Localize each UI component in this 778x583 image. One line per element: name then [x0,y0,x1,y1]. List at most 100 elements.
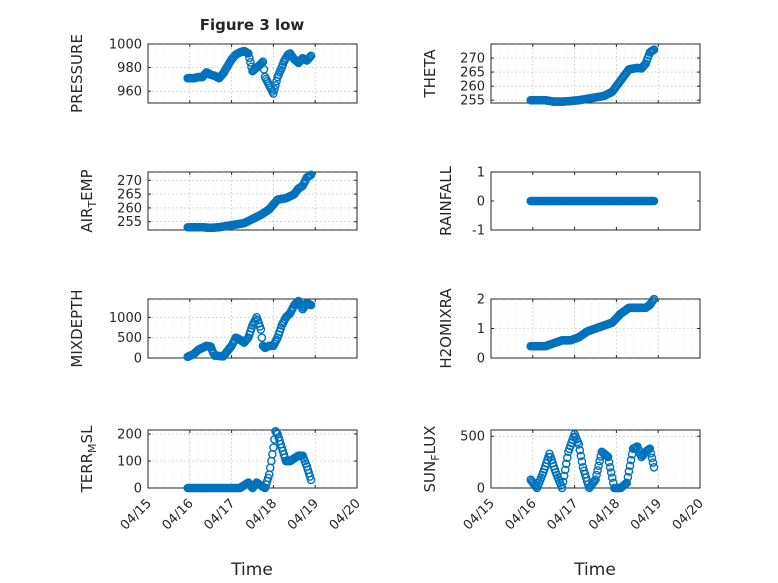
x-tick-label: 04/15 [118,496,155,533]
x-axis-label-left: Time [230,560,273,580]
y-tick-label: 0 [134,352,142,367]
y-tick-label: 265 [460,66,485,81]
y-tick-label: 265 [117,188,142,203]
subplot-6: 0 1 2 H2OMIXRA [437,288,701,369]
y-axis-label: THETA [421,49,439,99]
data-point [244,49,253,58]
figure-title: Figure 3 low [200,16,305,34]
y-axis-label-subscript: T [86,201,99,209]
x-tick-label: 04/20 [670,496,707,533]
y-axis-label: H2OMIXRA [437,288,455,369]
data-point [306,300,316,310]
data-point [623,472,633,482]
data-point [245,53,254,63]
y-tick-label: 0 [477,195,485,210]
data-point [575,445,585,455]
y-tick-label: 500 [117,331,142,346]
y-axis-label: SUNFLUX [421,426,442,493]
data-point [242,334,252,344]
x-tick-label: 04/18 [586,496,623,533]
y-axis-label: RAINFALL [437,165,455,236]
data-point [649,45,659,54]
data-point [622,478,632,488]
y-tick-label: 200 [117,428,142,443]
data-point [561,459,571,469]
data-point [292,298,301,308]
y-tick-label: 1 [477,322,485,337]
y-axis-label-subscript: F [429,454,442,460]
data-point [594,461,603,471]
y-axis-label-main: TERR [78,453,96,494]
data-point [592,470,601,480]
x-tick-label: 04/20 [327,496,364,533]
data-point [604,457,614,467]
x-tick-label: 04/18 [243,496,280,533]
y-axis-label-rest: LUX [421,426,439,455]
x-tick-label: 04/15 [461,496,498,533]
data-point [272,428,281,437]
y-tick-label: 1000 [109,38,142,53]
x-axis-label-right: Time [573,560,616,580]
data-point [560,465,570,475]
marker-series [526,294,659,351]
y-tick-label: 260 [460,80,485,95]
marker-series [526,429,659,493]
marker-series [183,46,316,98]
y-tick-label: 260 [117,201,142,216]
x-tick-label: 04/19 [285,496,322,533]
plot-area [490,43,701,104]
y-tick-label: 270 [460,52,485,67]
data-point [562,453,572,463]
y-axis-label: AIRTEMP [78,169,99,232]
data-point [625,461,635,471]
data-point [304,53,314,63]
data-point [257,333,267,342]
y-tick-label: 980 [117,61,142,76]
data-point [649,462,659,472]
y-tick-label: -1 [472,224,485,239]
subplot-8: 04/15 04/16 04/17 04/18 04/19 04/20 0 500 SUNFLU… [421,426,707,534]
data-point [645,444,655,453]
y-axis-label: TERRMSL [78,425,99,494]
y-axis-label-main: AIR [78,208,96,233]
data-point [591,475,600,485]
data-point [605,462,615,472]
data-point [574,440,584,449]
data-point [306,51,316,61]
data-point [558,477,568,487]
data-point [576,451,586,461]
data-point [246,57,255,67]
y-axis-label-main: SUN [421,461,439,493]
plot-area [147,429,358,489]
y-tick-label: 1 [477,166,485,181]
marker-series [183,296,316,362]
x-tick-label: 04/16 [503,496,540,533]
marker-series [526,196,659,206]
marker-series [526,45,659,106]
data-point [256,325,266,334]
data-point [270,85,279,94]
data-point [647,453,657,463]
data-point [593,466,602,475]
marker-series [183,170,316,233]
data-point [626,455,636,465]
data-point [601,450,611,460]
y-tick-label: 255 [117,215,142,230]
x-tick-label: 04/19 [628,496,665,533]
y-axis-label: PRESSURE [68,34,86,113]
data-point [271,81,280,90]
x-tick-label: 04/17 [544,496,581,533]
y-tick-label: 0 [477,352,485,367]
data-point [620,480,630,489]
subplot-7: 04/15 04/16 04/17 04/18 04/19 04/20 0 100 200 TER… [78,425,364,533]
data-point [305,52,315,62]
data-point [269,443,278,452]
y-tick-label: 1000 [109,311,142,326]
y-tick-label: 500 [460,430,485,445]
data-point [646,449,656,458]
y-tick-label: 255 [460,94,485,109]
